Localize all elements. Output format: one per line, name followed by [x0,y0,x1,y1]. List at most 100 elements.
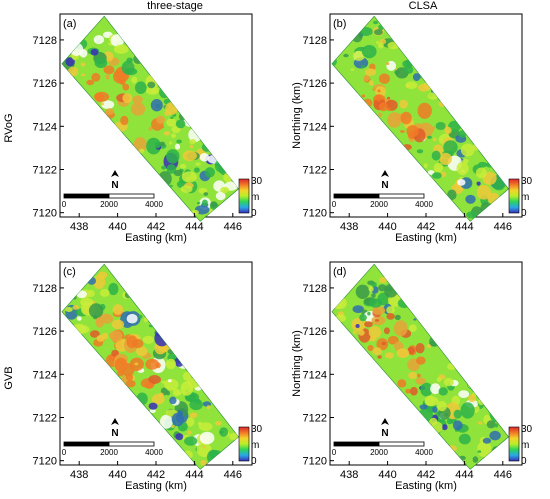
map-patch [111,319,125,330]
map-patch [386,313,395,320]
map-patch [164,378,179,391]
scalebar-black [63,441,110,447]
colorbar [238,178,250,214]
colorbar-max-label: 30 [251,176,263,187]
map-patch [361,65,365,69]
map-patch [476,181,481,186]
map-patch [431,150,441,161]
map-patch [175,433,184,441]
map-patch [446,417,453,425]
map-patch [203,192,209,196]
map-panel-b: (b) 7120 7122 7124 7126 7128 438 440 442 444 446 Ea… [291,13,533,244]
map-patch [180,185,193,193]
map-patch [393,320,408,337]
map-patch [167,379,172,383]
map-patch [156,115,166,125]
map-patch [154,141,161,149]
scalebar-tick-label: 4000 [415,448,433,457]
scalebar-tick-label: 2000 [370,200,388,209]
map-patch [438,387,448,396]
map-patch [413,367,417,370]
scalebar-black [333,193,380,199]
map-patch [65,307,73,312]
map-patch [386,306,395,315]
map-patch [103,65,115,75]
map-patch [229,432,238,441]
x-tick-label: 444 [185,469,203,481]
map-patch [397,379,407,388]
x-axis-label: Easting (km) [125,232,187,244]
map-patch [184,436,198,446]
map-patch [405,388,411,394]
map-patch [423,163,428,168]
map-patch [219,427,229,437]
map-patch [180,381,194,396]
map-panel-d: (d) 7120 7122 7124 7126 7128 438 440 442 444 446 Ea… [291,261,533,492]
map-patch [196,201,201,205]
map-patch [125,67,138,76]
map-patch [410,386,418,396]
map-patch [166,390,171,396]
map-patch [166,118,177,127]
map-patch [427,170,435,175]
colorbar-max-label: 30 [521,424,533,435]
x-tick-label: 440 [378,221,396,233]
map-patch [416,149,424,154]
north-arrow-icon [111,170,119,177]
map-patch [166,164,177,174]
north-arrow-icon [111,418,119,425]
map-patch [381,341,387,346]
map-patch [161,380,166,384]
y-tick-label: 7128 [303,283,327,295]
colorbar-min-label: 0 [251,456,257,467]
map-patch [426,343,432,349]
map-patch [400,130,405,133]
map-patch [138,314,143,319]
map-patch [367,345,374,351]
x-tick-label: 440 [108,469,126,481]
map-patch [386,62,390,65]
colorbar-unit-label: m [521,440,529,451]
map-patch [416,356,426,365]
map-patch [477,450,482,453]
x-tick-label: 446 [494,221,512,233]
map-patch [133,137,147,153]
map-patch [173,169,183,177]
x-tick-label: 446 [224,221,242,233]
map-patch [355,284,370,299]
map-patch [114,357,128,372]
map-patch [431,126,435,130]
y-tick-label: 7120 [33,456,57,468]
colorbar [238,426,250,462]
x-tick-label: 444 [455,221,473,233]
map-patch [159,141,166,147]
map-patch [214,421,222,426]
map-patch [199,431,215,445]
map-patch [147,81,156,89]
map-patch [361,94,366,98]
map-patch [148,402,158,410]
map-patch [371,282,377,287]
colorbar-max-label: 30 [251,424,263,435]
map-patch [86,79,95,86]
y-tick-label: 7128 [33,283,57,295]
map-patch [149,409,156,413]
scalebar-tick-label: 0 [62,200,67,209]
map-patch [94,57,108,68]
scalebar-tick-label: 4000 [145,448,163,457]
map-patch [429,417,438,426]
map-patch [189,399,203,411]
map-patch [364,321,373,328]
map-patch [125,373,134,382]
map-patch [439,152,452,165]
map-patch [220,186,230,194]
map-patch [444,126,452,134]
scalebar-tick-label: 0 [332,448,337,457]
x-tick-label: 438 [340,221,358,233]
map-patch [494,423,499,428]
map-patch [186,417,195,427]
scalebar-black [63,193,110,199]
map-patch [408,324,417,333]
row-label-top: RVoG [3,113,15,142]
